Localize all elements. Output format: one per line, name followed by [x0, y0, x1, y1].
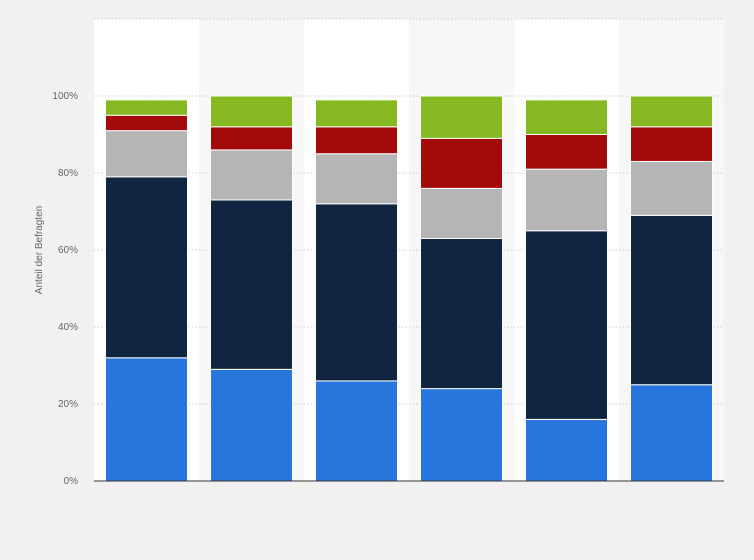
bar-segment: [105, 176, 188, 359]
bar-segment: [630, 95, 713, 128]
bar-segment: [525, 134, 608, 170]
bar-segment: [210, 126, 293, 151]
bar-stack-4: [420, 95, 503, 482]
bar-segment: [420, 137, 503, 189]
bar-segment: [420, 388, 503, 482]
bar-segment: [525, 168, 608, 232]
bar-stacks: [105, 95, 713, 482]
bar-segment: [420, 95, 503, 139]
bar-segment: [315, 203, 398, 382]
y-axis-ticks: 0% 20% 40% 60% 80% 100%: [52, 91, 78, 487]
bar-segment: [420, 237, 503, 390]
bar-segment: [105, 114, 188, 132]
bar-stack-1: [105, 99, 188, 482]
y-tick-label: 80%: [58, 168, 78, 179]
bar-stack-3: [315, 99, 398, 482]
bar-segment: [210, 368, 293, 482]
bar-segment: [315, 153, 398, 205]
bar-segment: [420, 187, 503, 239]
bar-segment: [315, 126, 398, 155]
bar-segment: [210, 199, 293, 370]
bar-segment: [105, 130, 188, 178]
bar-segment: [630, 126, 713, 162]
bar-segment: [630, 214, 713, 386]
y-tick-label: 0%: [64, 476, 79, 487]
bar-segment: [210, 149, 293, 201]
bar-stack-5: [525, 99, 608, 482]
bar-segment: [105, 99, 188, 116]
bar-segment: [525, 230, 608, 420]
bar-segment: [630, 384, 713, 482]
y-tick-label: 60%: [58, 245, 78, 256]
y-tick-label: 40%: [58, 322, 78, 333]
y-tick-label: 20%: [58, 399, 78, 410]
bar-segment: [315, 380, 398, 482]
gridlines: [94, 18, 724, 405]
y-axis-title: Anteil der Befragten: [34, 206, 45, 294]
bar-segment: [105, 357, 188, 482]
bar-segment: [210, 95, 293, 128]
bar-stack-2: [210, 95, 293, 482]
bar-segment: [525, 99, 608, 135]
bar-segment: [315, 99, 398, 128]
bar-stack-6: [630, 95, 713, 482]
y-tick-label: 100%: [52, 91, 78, 102]
bar-segment: [630, 160, 713, 216]
bar-segment: [525, 418, 608, 482]
